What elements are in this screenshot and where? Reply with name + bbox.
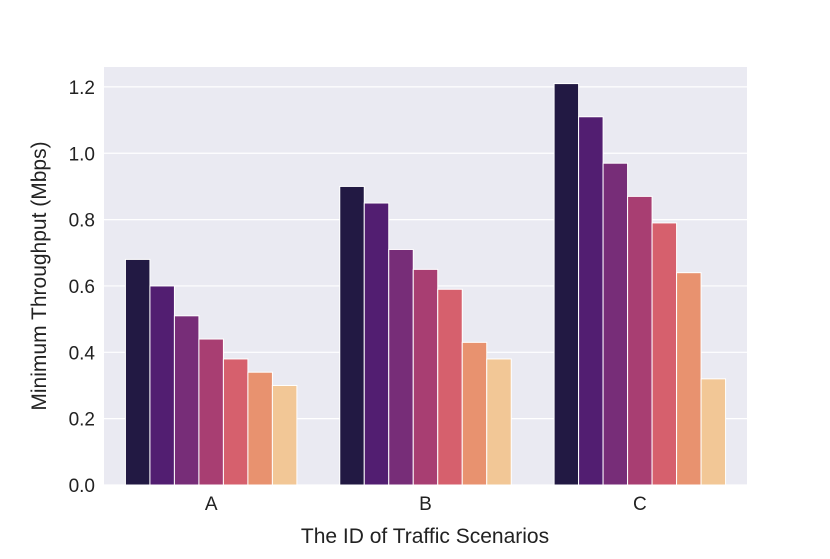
bar-series-3-A [173,315,200,486]
bar-series-5-C [651,222,678,486]
y-tick-label: 1.0 [69,144,95,165]
bar-series-3-B [388,248,414,486]
x-tick-label: B [419,494,432,515]
bar-series-4-C [627,195,653,486]
bar-series-1-B [339,185,365,486]
bar-series-2-B [363,202,390,486]
x-tick-label: A [205,494,218,515]
y-tick-label: 0.4 [69,343,96,364]
y-tick-labels: 0.0 0.2 0.4 0.6 0.8 1.0 1.2 [69,78,96,497]
bar-series-1-C [553,83,580,486]
bars [124,83,727,486]
y-tick-label: 0.2 [69,410,95,431]
bar-series-3-C [602,162,629,486]
bar-series-1-A [124,258,151,486]
bar-series-2-A [149,285,175,486]
bar-series-6-C [676,272,702,486]
bar-series-5-A [222,358,249,486]
y-tick-label: 0.8 [69,211,95,232]
bar-series-7-B [486,358,512,486]
bar-series-7-A [271,384,298,486]
y-tick-label: 1.2 [69,78,95,99]
x-axis-label: The ID of Traffic Scenarios [301,525,549,548]
x-tick-labels: A B C [205,494,647,515]
x-tick-label: C [633,494,647,515]
bar-series-6-A [247,371,273,486]
bar-series-4-B [412,268,439,486]
bar-series-6-B [461,341,488,486]
bar-series-5-B [437,288,463,486]
y-axis-label: Minimum Throughput (Mbps) [28,141,51,410]
bar-series-4-A [198,338,224,486]
bar-series-2-C [578,116,604,486]
bar-series-7-C [700,378,727,486]
y-tick-label: 0.0 [69,476,95,497]
y-tick-label: 0.6 [69,277,95,298]
